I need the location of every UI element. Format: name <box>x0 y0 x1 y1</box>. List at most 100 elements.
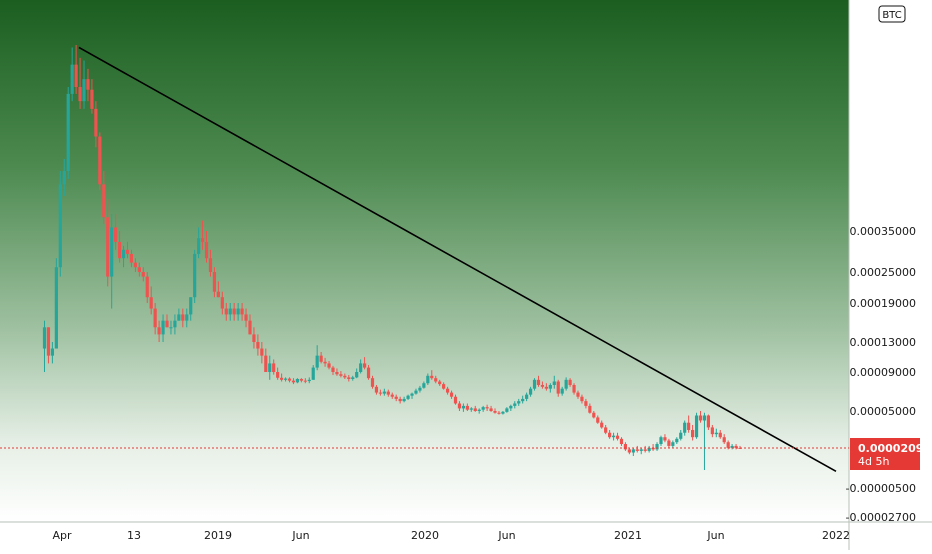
candle-body[interactable] <box>497 412 501 414</box>
candle-body[interactable] <box>193 253 197 298</box>
candle-body[interactable] <box>509 405 513 409</box>
candle-body[interactable] <box>268 363 272 372</box>
candle-body[interactable] <box>355 372 359 378</box>
candle-body[interactable] <box>133 262 137 268</box>
candle-body[interactable] <box>94 108 98 137</box>
candle-body[interactable] <box>651 447 655 450</box>
candle-body[interactable] <box>366 367 371 379</box>
candle-body[interactable] <box>339 374 343 376</box>
candle-body[interactable] <box>698 415 703 421</box>
candle-body[interactable] <box>327 363 331 368</box>
candle-body[interactable] <box>272 363 276 372</box>
candle-body[interactable] <box>615 435 620 439</box>
time-axis[interactable]: Apr 13 2019 Jun 2020 Jun 2021 Jun 2022 <box>52 529 850 542</box>
candle-body[interactable] <box>185 314 189 321</box>
candle-body[interactable] <box>548 384 552 389</box>
candle-body[interactable] <box>157 327 161 335</box>
candle-body[interactable] <box>362 363 367 368</box>
candle-body[interactable] <box>204 241 209 259</box>
candle-body[interactable] <box>319 355 323 362</box>
candle-body[interactable] <box>287 378 292 381</box>
candle-body[interactable] <box>532 379 537 389</box>
candle-body[interactable] <box>465 405 469 410</box>
candle-body[interactable] <box>722 437 726 443</box>
candle-body[interactable] <box>121 249 126 259</box>
candle-body[interactable] <box>216 291 220 298</box>
candle-body[interactable] <box>86 79 90 90</box>
candle-body[interactable] <box>181 314 185 321</box>
candle-body[interactable] <box>718 432 722 438</box>
candle-body[interactable] <box>679 432 683 439</box>
candle-body[interactable] <box>473 408 477 411</box>
price-axis[interactable]: 0.00130000 0.00100000 0.00080000 0.00060000… <box>846 39 916 524</box>
candle-body[interactable] <box>212 272 217 292</box>
candle-body[interactable] <box>687 422 691 430</box>
candle-body[interactable] <box>307 379 311 382</box>
candle-body[interactable] <box>513 403 517 406</box>
candle-body[interactable] <box>525 394 529 399</box>
candle-body[interactable] <box>604 427 608 433</box>
candle-body[interactable] <box>671 442 675 446</box>
candle-body[interactable] <box>730 445 734 448</box>
candle-body[interactable] <box>50 348 55 356</box>
candle-body[interactable] <box>659 437 663 445</box>
candle-body[interactable] <box>414 390 418 394</box>
candle-body[interactable] <box>98 136 102 185</box>
candle-body[interactable] <box>347 377 351 379</box>
candle-body[interactable] <box>647 447 651 451</box>
candle-body[interactable] <box>734 445 738 448</box>
candle-body[interactable] <box>335 372 339 375</box>
candle-body[interactable] <box>568 379 572 385</box>
candle-body[interactable] <box>386 391 390 395</box>
candle-body[interactable] <box>359 363 363 372</box>
candle-body[interactable] <box>643 449 647 451</box>
candle-body[interactable] <box>560 388 564 394</box>
candle-body[interactable] <box>102 184 106 218</box>
candle-body[interactable] <box>240 308 244 315</box>
candle-body[interactable] <box>378 392 383 394</box>
candle-body[interactable] <box>66 93 70 172</box>
candle-body[interactable] <box>208 258 213 272</box>
candle-body[interactable] <box>370 378 375 387</box>
currency-badge[interactable]: BTC <box>878 5 906 23</box>
candle-body[interactable] <box>663 437 667 441</box>
candle-body[interactable] <box>481 407 485 410</box>
candle-body[interactable] <box>521 398 525 402</box>
candle-body[interactable] <box>244 314 248 321</box>
candle-body[interactable] <box>608 432 612 438</box>
candle-body[interactable] <box>461 405 465 409</box>
candle-body[interactable] <box>276 372 280 378</box>
candle-body[interactable] <box>260 348 264 356</box>
candle-body[interactable] <box>445 388 450 393</box>
candle-body[interactable] <box>418 387 422 391</box>
candle-body[interactable] <box>517 401 521 404</box>
candle-body[interactable] <box>224 308 228 315</box>
candle-body[interactable] <box>252 334 256 342</box>
candle-body[interactable] <box>351 377 355 379</box>
candle-body[interactable] <box>70 64 74 94</box>
candle-body[interactable] <box>236 308 240 315</box>
candle-body[interactable] <box>169 327 173 329</box>
candle-body[interactable] <box>110 227 114 277</box>
candle-body[interactable] <box>726 442 730 448</box>
candle-body[interactable] <box>410 393 414 396</box>
candle-body[interactable] <box>398 398 402 402</box>
candle-body[interactable] <box>165 320 169 328</box>
candle-body[interactable] <box>90 89 94 109</box>
candle-body[interactable] <box>485 407 489 409</box>
candle-body[interactable] <box>442 384 446 389</box>
trendline[interactable] <box>78 46 837 473</box>
candle-body[interactable] <box>42 327 47 349</box>
candle-body[interactable] <box>58 184 62 268</box>
candle-body[interactable] <box>315 355 319 368</box>
candle-body[interactable] <box>295 378 300 383</box>
candle-body[interactable] <box>655 444 659 450</box>
candle-body[interactable] <box>477 409 481 411</box>
candle-body[interactable] <box>489 408 493 411</box>
candle-body[interactable] <box>667 440 671 446</box>
candle-body[interactable] <box>62 171 66 185</box>
candle-body[interactable] <box>200 238 205 242</box>
candle-body[interactable] <box>576 392 580 397</box>
candle-body[interactable] <box>706 415 711 428</box>
candle-body[interactable] <box>564 379 568 389</box>
